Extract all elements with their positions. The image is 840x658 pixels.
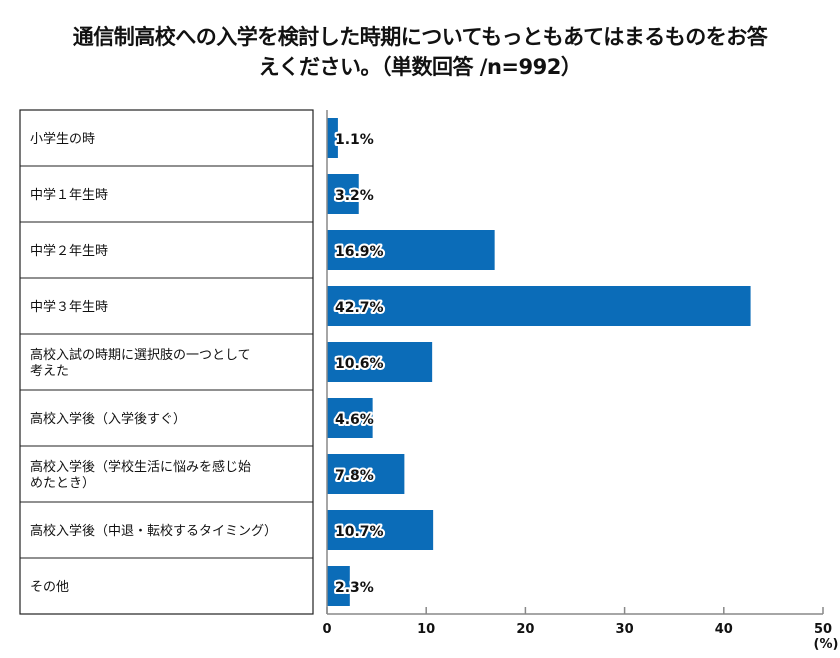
bar: [327, 342, 433, 382]
value-label: 3.2%: [335, 188, 374, 204]
value-label: 7.8%: [335, 468, 374, 484]
category-label: 中学３年生時: [30, 299, 108, 315]
category-label: 小学生の時: [30, 131, 95, 147]
value-label: 4.6%: [335, 412, 374, 428]
bar: [327, 510, 434, 550]
category-label: 高校入試の時期に選択肢の一つとして考えた: [30, 347, 251, 379]
bar: [327, 174, 359, 214]
value-label: 10.7%: [335, 524, 384, 540]
title-line-2: えください。（単数回答 /n=992）: [258, 55, 582, 79]
x-tick-label: 40: [715, 622, 733, 637]
x-tick-label: 30: [616, 622, 634, 637]
x-tick-label: 0: [322, 622, 331, 637]
category-label: 高校入学後（入学後すぐ）: [30, 411, 186, 427]
category-label: 中学２年生時: [30, 243, 108, 259]
category-label: その他: [30, 580, 69, 595]
x-tick-label: 10: [417, 622, 435, 637]
bar: [327, 398, 373, 438]
value-label: 1.1%: [335, 132, 374, 148]
bar: [327, 454, 405, 494]
category-label: 高校入学後（学校生活に悩みを感じ始めたとき）: [30, 459, 251, 491]
value-label: 42.7%: [335, 300, 384, 316]
value-label: 2.3%: [335, 580, 374, 596]
bar: [327, 286, 751, 326]
value-label: 16.9%: [335, 244, 384, 260]
category-box: [19, 109, 314, 615]
category-label: 高校入学後（中退・転校するタイミング）: [30, 523, 277, 539]
category-label: 中学１年生時: [30, 187, 108, 203]
x-tick-label: 20: [516, 622, 534, 637]
bar: [327, 230, 495, 270]
bar: [327, 566, 350, 606]
value-label: 10.6%: [335, 356, 384, 372]
x-tick-label: 50: [814, 622, 832, 637]
x-unit-label: (%): [814, 637, 839, 652]
chart-title: 通信制高校への入学を検討した時期についてもっともあてはまるものをお答 えください…: [0, 22, 840, 82]
title-line-1: 通信制高校への入学を検討した時期についてもっともあてはまるものをお答: [72, 25, 768, 49]
bar: [327, 118, 338, 158]
